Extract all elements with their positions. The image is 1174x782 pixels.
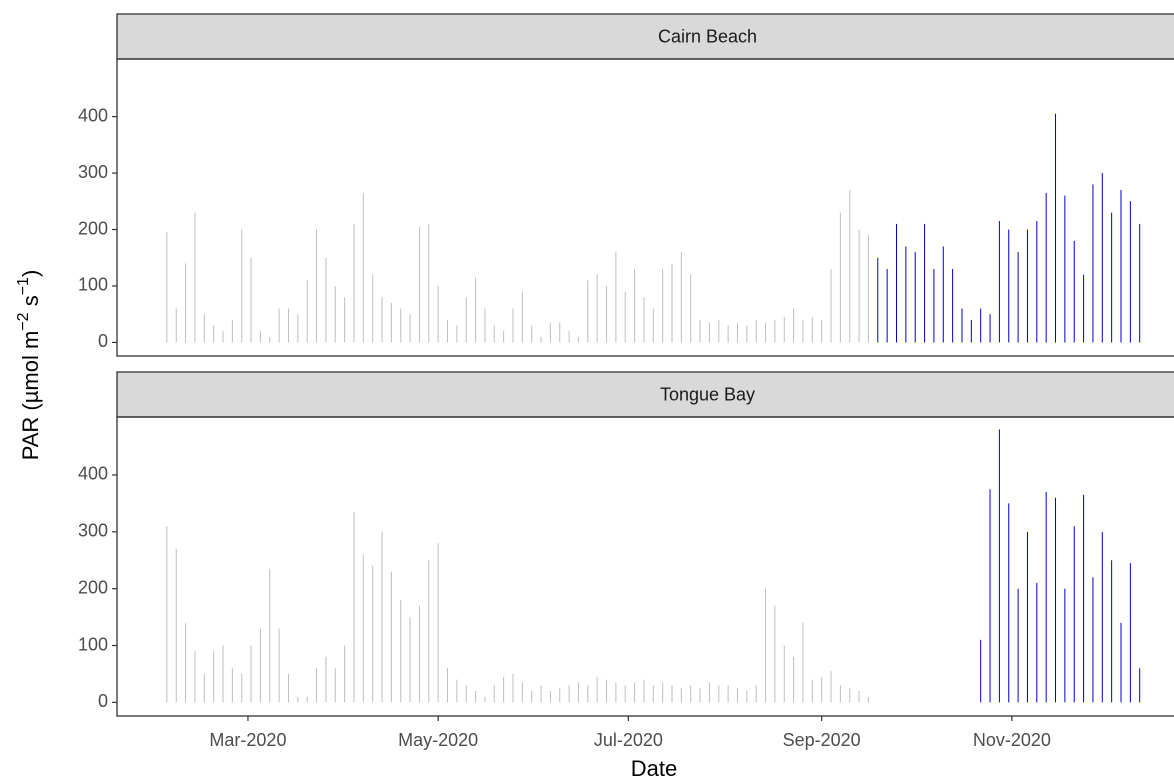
y-tick-label: 400 — [78, 464, 108, 484]
y-tick-label: 400 — [78, 105, 108, 125]
x-tick-label: Mar-2020 — [209, 730, 286, 750]
x-tick-label: May-2020 — [398, 730, 478, 750]
y-tick-label: 300 — [78, 162, 108, 182]
y-axis-title-part: −1 — [15, 277, 32, 295]
y-axis-title-part: −2 — [15, 312, 32, 330]
y-tick-label: 100 — [78, 634, 108, 654]
y-tick-label: 300 — [78, 521, 108, 541]
x-tick-label: Sep-2020 — [783, 730, 861, 750]
strip-label: Cairn Beach — [658, 26, 757, 46]
y-tick-label: 200 — [78, 218, 108, 238]
strip-label: Tongue Bay — [660, 384, 755, 404]
x-axis-title: Date — [631, 756, 677, 781]
y-tick-label: 0 — [98, 331, 108, 351]
y-axis-title-part: ) — [18, 270, 43, 277]
panel-border — [116, 58, 1174, 357]
strip — [116, 371, 1174, 418]
strip — [116, 13, 1174, 60]
y-axis-title: PAR (µmol m−2 s−1) — [15, 270, 43, 461]
x-tick-label: Jul-2020 — [594, 730, 663, 750]
x-tick-label: Nov-2020 — [973, 730, 1051, 750]
panel-border — [116, 416, 1174, 717]
y-tick-label: 200 — [78, 577, 108, 597]
y-axis-title-part: PAR (µmol m — [18, 331, 43, 461]
y-axis-title-part: s — [18, 295, 43, 312]
y-tick-label: 0 — [98, 691, 108, 711]
y-tick-label: 100 — [78, 275, 108, 295]
